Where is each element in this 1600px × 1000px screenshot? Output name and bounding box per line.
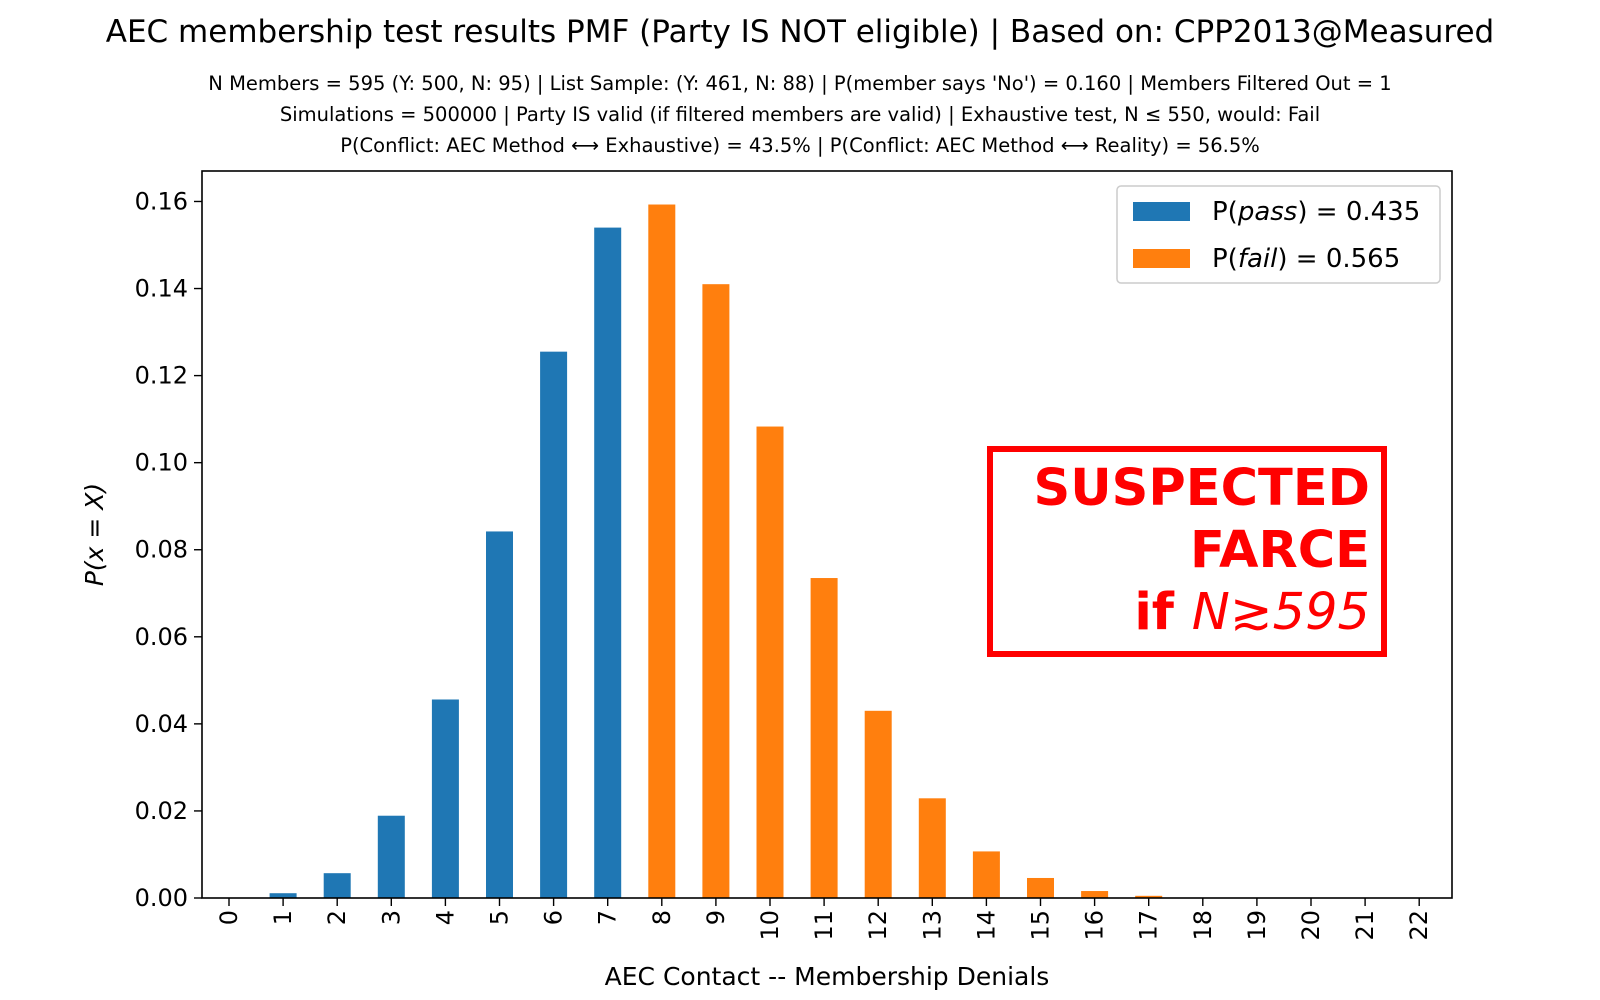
- chart-subtitle-line-1: N Members = 595 (Y: 500, N: 95) | List S…: [208, 72, 1392, 95]
- x-tick-label-14: 14: [972, 910, 1000, 941]
- bar-2: [323, 873, 351, 898]
- bar-6: [540, 351, 568, 898]
- y-tick-label-0.12: 0.12: [135, 362, 188, 390]
- chart-subtitle-line-3: P(Conflict: AEC Method ⟷ Exhaustive) = 4…: [340, 134, 1260, 157]
- x-tick-label-21: 21: [1351, 910, 1379, 941]
- x-tick-label-9: 9: [702, 910, 730, 925]
- x-axis: 0 1 2 3 4 5 6 7 8 9 10 11 12 13 14 15 16 17 18 19 20 21 22: [215, 898, 1433, 941]
- y-axis: 0.00 0.02 0.04 0.06 0.08 0.10 0.12 0.14 0.16: [135, 187, 202, 912]
- x-tick-label-3: 3: [377, 910, 405, 925]
- legend-swatch-pass: [1133, 202, 1190, 221]
- bar-8: [648, 204, 676, 898]
- bar-16: [1081, 891, 1109, 898]
- y-tick-label-0.16: 0.16: [135, 187, 188, 215]
- x-tick-label-15: 15: [1027, 910, 1055, 941]
- y-tick-label-0.06: 0.06: [135, 623, 188, 651]
- y-tick-label-0.08: 0.08: [135, 536, 188, 564]
- legend-box: [1116, 185, 1441, 284]
- x-tick-label-13: 13: [918, 910, 946, 941]
- farce-line-condition: if N≳595: [1134, 583, 1370, 642]
- y-axis-label: P(x = X): [80, 483, 109, 586]
- x-tick-label-22: 22: [1405, 910, 1433, 941]
- legend-swatch-fail: [1133, 249, 1190, 268]
- bar-9: [702, 284, 730, 898]
- x-tick-label-2: 2: [323, 910, 351, 925]
- bar-10: [756, 426, 784, 898]
- bar-4: [431, 699, 459, 898]
- x-tick-label-18: 18: [1189, 910, 1217, 941]
- x-tick-label-4: 4: [431, 910, 459, 925]
- chart-subtitle-line-2: Simulations = 500000 | Party IS valid (i…: [279, 103, 1321, 126]
- bar-14: [972, 851, 1000, 898]
- legend-label-fail: P(fail) = 0.565: [1212, 244, 1400, 274]
- x-tick-label-17: 17: [1135, 910, 1163, 941]
- x-tick-label-10: 10: [756, 910, 784, 941]
- x-tick-label-7: 7: [594, 910, 622, 925]
- y-tick-label-0.02: 0.02: [135, 797, 188, 825]
- legend: P(pass) = 0.435 P(fail) = 0.565: [1116, 185, 1441, 284]
- bar-12: [864, 710, 892, 898]
- bar-3: [377, 815, 405, 898]
- x-tick-label-8: 8: [648, 910, 676, 925]
- bar-17: [1135, 895, 1163, 898]
- legend-label-pass: P(pass) = 0.435: [1212, 197, 1420, 227]
- x-tick-label-16: 16: [1081, 910, 1109, 941]
- x-tick-label-5: 5: [486, 910, 514, 925]
- bars-group: [269, 204, 1217, 898]
- x-tick-label-0: 0: [215, 910, 243, 925]
- x-tick-label-11: 11: [810, 910, 838, 941]
- x-tick-label-6: 6: [540, 910, 568, 925]
- bar-7: [594, 227, 622, 898]
- y-tick-label-0.00: 0.00: [135, 884, 188, 912]
- suspected-farce-annotation: SUSPECTED FARCE if N≳595: [987, 446, 1387, 657]
- x-tick-label-20: 20: [1297, 910, 1325, 941]
- farce-box: [987, 446, 1387, 657]
- bar-15: [1027, 877, 1054, 898]
- bar-5: [486, 531, 513, 898]
- y-tick-label-0.14: 0.14: [135, 275, 188, 303]
- bar-11: [810, 578, 838, 898]
- farce-line-suspected: SUSPECTED: [1034, 459, 1370, 518]
- plot-frame: [201, 170, 1453, 899]
- bar-1: [269, 893, 297, 898]
- x-tick-label-1: 1: [269, 910, 297, 925]
- y-tick-label-0.04: 0.04: [135, 710, 188, 738]
- y-tick-label-0.10: 0.10: [135, 449, 188, 477]
- x-tick-label-12: 12: [864, 910, 892, 941]
- x-axis-label: AEC Contact -- Membership Denials: [605, 962, 1050, 991]
- farce-line-farce: FARCE: [1190, 521, 1370, 580]
- bar-13: [918, 798, 946, 898]
- x-tick-label-19: 19: [1243, 910, 1271, 941]
- chart-title: AEC membership test results PMF (Party I…: [105, 14, 1495, 50]
